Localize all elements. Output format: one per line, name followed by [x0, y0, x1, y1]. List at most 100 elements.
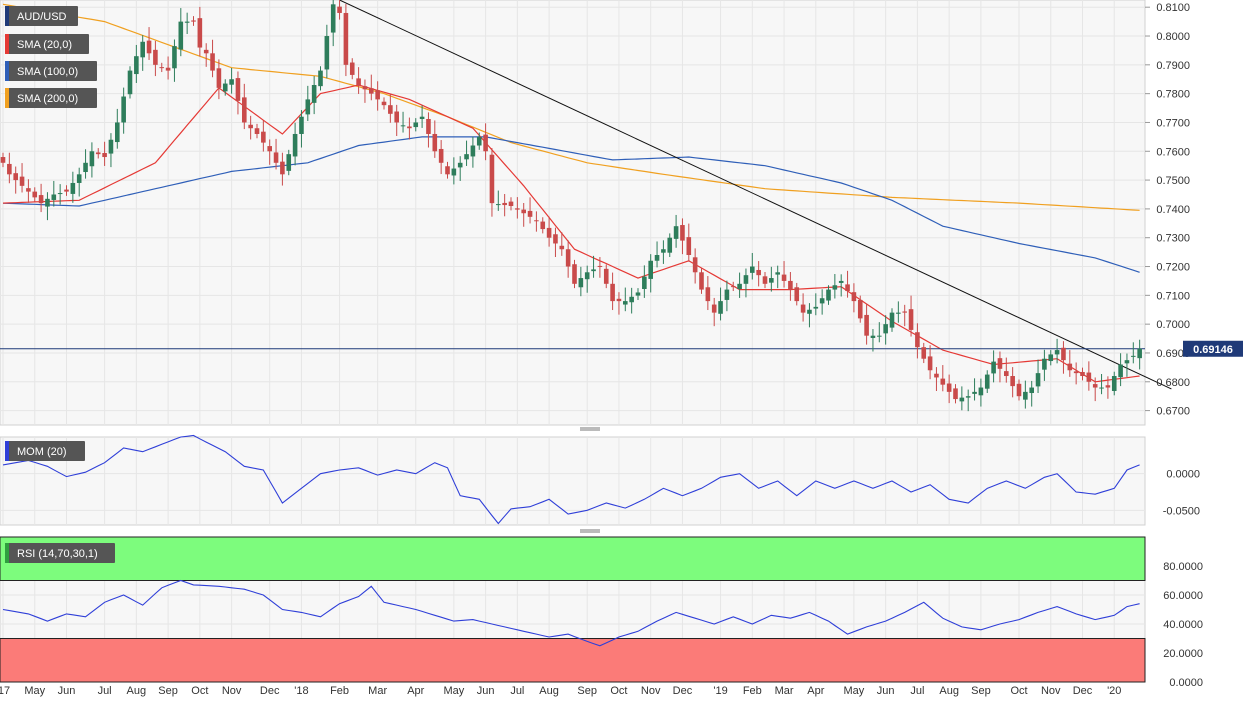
tag-sma200-box	[5, 88, 97, 108]
tag-sma200-swatch	[5, 88, 9, 108]
candle-body	[788, 280, 793, 290]
candle-body	[635, 292, 641, 296]
candle-body	[527, 210, 533, 217]
x-tick-label: Oct	[610, 685, 627, 697]
candle-body	[597, 265, 603, 267]
candle-body	[718, 301, 723, 314]
candle-body	[1035, 373, 1041, 387]
tag-sma20-box	[5, 34, 89, 54]
candle-body	[629, 296, 634, 303]
candle-body	[483, 134, 488, 152]
x-tick-label: Sep	[158, 685, 178, 697]
resize-handle-icon	[580, 427, 600, 431]
y-tick-label: 0.8000	[1156, 31, 1190, 43]
candle-body	[191, 20, 196, 22]
candle-body	[1054, 350, 1060, 355]
candle-body	[584, 272, 590, 280]
candle-body	[1004, 371, 1009, 377]
candle-body	[292, 133, 298, 157]
x-tick-label: Jul	[98, 685, 112, 697]
candle-body	[127, 70, 133, 95]
x-tick-label: Jun	[877, 685, 895, 697]
x-tick-label: Nov	[222, 685, 242, 697]
x-tick-label: Jun	[58, 685, 76, 697]
tag-rsi-text: RSI (14,70,30,1)	[17, 548, 98, 560]
tag-pair-box	[5, 6, 78, 26]
candle-body	[1092, 384, 1098, 388]
y-tick-label: 0.7600	[1156, 146, 1190, 158]
candle-body	[813, 306, 819, 309]
candle-body	[1061, 347, 1066, 361]
candle-body	[375, 90, 380, 100]
candle-body	[496, 204, 501, 206]
candle-body	[362, 86, 368, 90]
candle-body	[775, 272, 780, 275]
candle-body	[908, 309, 914, 330]
x-tick-label: Nov	[1041, 685, 1061, 697]
candle-body	[534, 220, 539, 222]
candle-body	[13, 173, 18, 181]
tag-sma100: SMA (100,0)	[5, 61, 97, 81]
candle-body	[369, 88, 374, 94]
candle-body	[438, 148, 444, 163]
candle-body	[451, 168, 457, 176]
rsi-overbought-zone	[0, 536, 1146, 581]
candle-body	[172, 46, 177, 69]
candle-body	[32, 191, 38, 198]
candle-body	[229, 79, 234, 85]
tag-sma20-text: SMA (20,0)	[17, 39, 72, 51]
y-tick-label: 0.8100	[1156, 2, 1190, 14]
tag-pair: AUD/USD	[5, 6, 78, 26]
x-tick-label: May	[844, 685, 865, 697]
candle-body	[222, 83, 228, 92]
candle-body	[730, 286, 736, 288]
x-tick-label: Apr	[407, 685, 424, 697]
candle-body	[940, 378, 946, 385]
candle-body	[261, 131, 266, 143]
candle-body	[565, 249, 571, 267]
rsi-zones	[0, 536, 1146, 683]
x-tick-label: Jun	[477, 685, 495, 697]
candle-body	[870, 335, 876, 338]
x-tick-label: Nov	[641, 685, 661, 697]
x-tick-label: Aug	[539, 685, 559, 697]
candle-body	[197, 18, 203, 48]
candle-body	[70, 182, 76, 194]
candle-body	[64, 189, 69, 192]
candle-body	[902, 311, 907, 313]
y-tick-label: 0.7700	[1156, 117, 1190, 129]
candle-body	[19, 176, 25, 186]
rsi-y-tick-label: 60.0000	[1163, 590, 1203, 602]
tag-rsi-swatch	[5, 543, 9, 563]
candles	[0, 0, 1142, 412]
candle-body	[610, 283, 615, 302]
x-tick-label: Aug	[939, 685, 959, 697]
candle-body	[394, 111, 399, 123]
candle-body	[470, 145, 476, 157]
mom-panel-bg	[0, 436, 1146, 526]
candle-body	[38, 195, 44, 204]
candle-body	[419, 116, 425, 119]
candle-body	[210, 53, 215, 71]
candle-body	[711, 304, 717, 313]
tag-mom-swatch	[5, 441, 9, 461]
candle-body	[724, 289, 730, 300]
candle-body	[654, 255, 660, 261]
candle-body	[946, 383, 952, 392]
tag-sma100-box	[5, 61, 97, 81]
candle-body	[1137, 348, 1142, 359]
tag-sma200-text: SMA (200,0)	[17, 93, 78, 105]
candle-body	[273, 152, 279, 163]
candle-body	[413, 122, 419, 128]
candle-body	[0, 157, 6, 163]
candle-body	[991, 361, 996, 374]
candle-body	[432, 133, 438, 152]
candle-body	[750, 266, 755, 273]
candle-body	[337, 6, 342, 13]
candle-body	[1099, 387, 1104, 389]
candle-body	[1016, 383, 1022, 397]
x-tick-label: Jul	[510, 685, 524, 697]
y-tick-label: 0.7500	[1156, 175, 1190, 187]
candle-body	[216, 68, 222, 88]
